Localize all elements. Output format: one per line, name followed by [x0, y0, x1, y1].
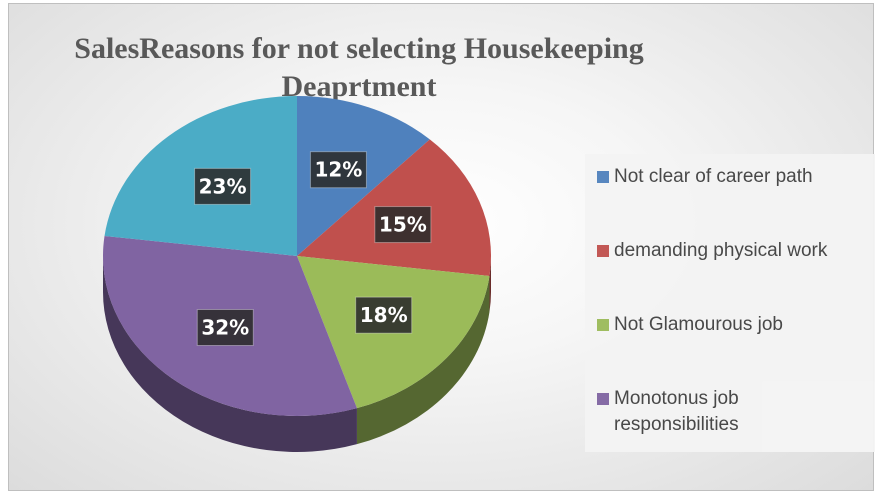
data-label-box	[374, 206, 432, 244]
legend-item-career-path: Not clear of career path	[597, 164, 864, 190]
data-label-box	[196, 309, 254, 347]
chart-title: SalesReasons for not selecting Housekeep…	[74, 32, 644, 103]
data-label: 15%	[379, 213, 427, 237]
data-label-box	[355, 296, 413, 334]
legend: Not clear of career path demanding physi…	[585, 154, 875, 452]
legend-swatch	[597, 171, 609, 183]
data-label: 12%	[314, 158, 362, 182]
pie-chart: 12% 15% 18% 32% 23%	[102, 96, 491, 452]
pie-side-1	[489, 256, 491, 313]
data-label: 18%	[360, 303, 408, 327]
pie-side-2	[356, 276, 490, 445]
legend-swatch	[597, 245, 609, 257]
pie-slices	[102, 96, 491, 416]
data-label-box	[309, 151, 367, 189]
legend-label: Not clear of career path	[614, 166, 813, 187]
data-label: 32%	[201, 316, 249, 340]
data-label: 23%	[199, 174, 247, 198]
legend-label: Monotonus job responsibilities	[614, 388, 739, 435]
legend-label: Not Glamourous job	[614, 314, 783, 335]
legend-item-glamourous-job: Not Glamourous job	[597, 312, 864, 338]
pie-side-3	[103, 256, 357, 452]
legend-swatch	[597, 319, 609, 331]
legend-item-monotonus-job: Monotonus job responsibilities	[597, 386, 864, 438]
data-label-box	[194, 167, 252, 205]
legend-item-physical-work: demanding physical work	[597, 238, 864, 264]
legend-swatch	[597, 393, 609, 405]
chart-area: SalesReasons for not selecting Housekeep…	[8, 3, 875, 491]
legend-label: demanding physical work	[614, 240, 828, 261]
pie-data-labels: 12% 15% 18% 32% 23%	[194, 151, 432, 347]
pie-sides	[103, 256, 491, 452]
